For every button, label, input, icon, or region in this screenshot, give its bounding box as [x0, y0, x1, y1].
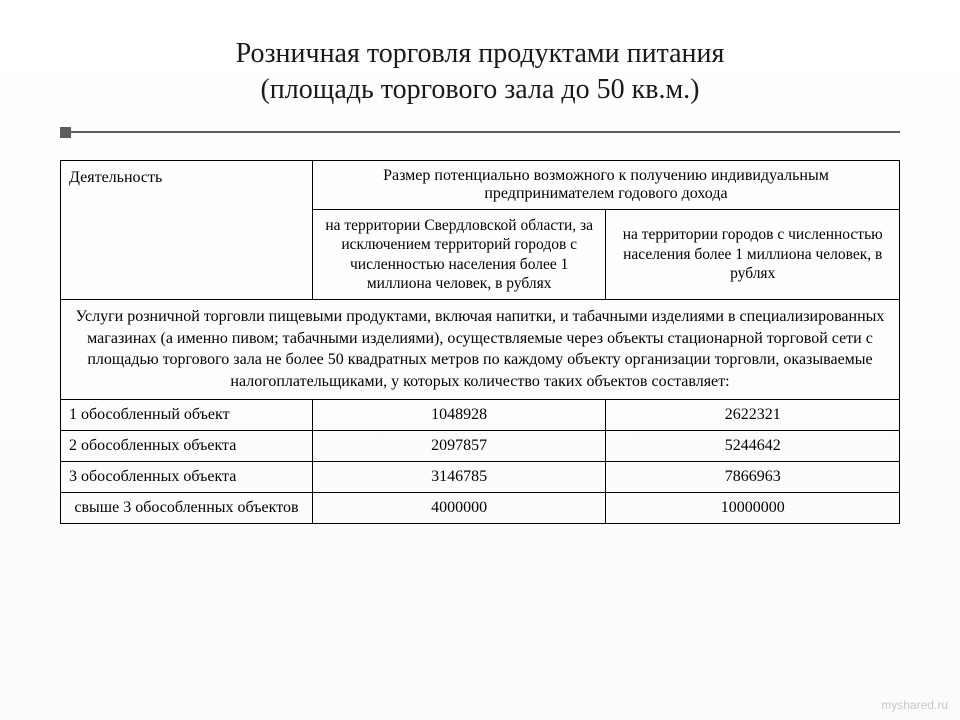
row-value-b: 2622321: [606, 399, 900, 430]
title-line-1: Розничная торговля продуктами питания: [236, 38, 725, 69]
rule-square: [60, 127, 71, 138]
row-value-a: 1048928: [312, 399, 606, 430]
title-line-2: (площадь торгового зала до 50 кв.м.): [260, 74, 699, 105]
row-label: свыше 3 обособленных объектов: [61, 492, 313, 523]
slide: Розничная торговля продуктами питания (п…: [0, 0, 960, 720]
description-cell: Услуги розничной торговли пищевыми проду…: [61, 300, 900, 399]
header-income: Размер потенциально возможного к получен…: [312, 160, 899, 209]
table-header-row-1: Деятельность Размер потенциально возможн…: [61, 160, 900, 209]
table-row: 3 обособленных объекта 3146785 7866963: [61, 461, 900, 492]
table-row: 2 обособленных объекта 2097857 5244642: [61, 430, 900, 461]
rule-line: [71, 131, 900, 133]
subheader-city: на территории городов с численностью нас…: [606, 209, 900, 300]
description-row: Услуги розничной торговли пищевыми проду…: [61, 300, 900, 399]
row-label: 1 обособленный объект: [61, 399, 313, 430]
row-value-b: 10000000: [606, 492, 900, 523]
row-value-a: 2097857: [312, 430, 606, 461]
row-label: 3 обособленных объекта: [61, 461, 313, 492]
header-activity: Деятельность: [61, 160, 313, 300]
watermark: myshared.ru: [881, 698, 948, 712]
title-rule: [60, 127, 900, 138]
income-table: Деятельность Размер потенциально возможн…: [60, 160, 900, 524]
table-row: 1 обособленный объект 1048928 2622321: [61, 399, 900, 430]
row-value-a: 3146785: [312, 461, 606, 492]
row-value-b: 7866963: [606, 461, 900, 492]
table-row: свыше 3 обособленных объектов 4000000 10…: [61, 492, 900, 523]
page-title: Розничная торговля продуктами питания (п…: [60, 36, 900, 109]
row-value-b: 5244642: [606, 430, 900, 461]
row-value-a: 4000000: [312, 492, 606, 523]
row-label: 2 обособленных объекта: [61, 430, 313, 461]
subheader-region: на территории Свердловской области, за и…: [312, 209, 606, 300]
